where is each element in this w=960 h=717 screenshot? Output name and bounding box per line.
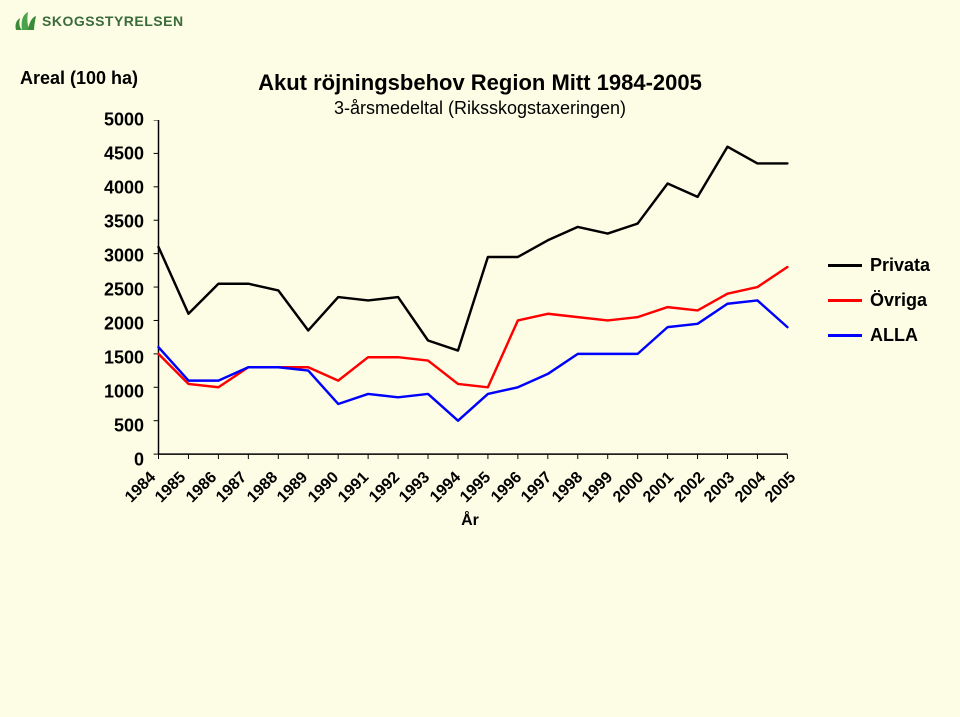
x-tick: 2002 bbox=[671, 469, 709, 507]
legend-item: Övriga bbox=[828, 290, 930, 311]
x-tick: 2005 bbox=[762, 469, 800, 507]
x-tick: 1993 bbox=[396, 469, 434, 507]
x-tick: 2000 bbox=[610, 469, 648, 507]
legend-label: ALLA bbox=[870, 325, 918, 346]
y-tick: 2000 bbox=[94, 314, 144, 335]
y-tick: 3000 bbox=[94, 246, 144, 267]
legend-swatch bbox=[828, 264, 862, 267]
x-tick: 1988 bbox=[244, 469, 282, 507]
y-ticks: 0500100015002000250030003500400045005000 bbox=[100, 120, 150, 460]
x-tick: 1992 bbox=[366, 469, 404, 507]
x-tick: 1994 bbox=[427, 469, 465, 507]
y-tick: 5000 bbox=[94, 110, 144, 131]
x-tick: 1986 bbox=[183, 469, 221, 507]
x-tick: 1990 bbox=[305, 469, 343, 507]
x-axis-label: År bbox=[150, 512, 790, 530]
legend-item: Privata bbox=[828, 255, 930, 276]
brand-name: SKOGSSTYRELSEN bbox=[42, 13, 184, 29]
y-tick: 1000 bbox=[94, 382, 144, 403]
y-tick: 4500 bbox=[94, 144, 144, 165]
x-tick: 1989 bbox=[274, 469, 312, 507]
brand-logo: SKOGSSTYRELSEN bbox=[12, 8, 184, 34]
x-tick: 2001 bbox=[640, 469, 678, 507]
y-tick: 1500 bbox=[94, 348, 144, 369]
y-tick: 500 bbox=[94, 416, 144, 437]
legend-swatch bbox=[828, 334, 862, 337]
legend-item: ALLA bbox=[828, 325, 930, 346]
y-tick: 4000 bbox=[94, 178, 144, 199]
x-tick: 1987 bbox=[213, 469, 251, 507]
plot-svg bbox=[150, 120, 790, 460]
x-tick: 1997 bbox=[518, 469, 556, 507]
chart-title: Akut röjningsbehov Region Mitt 1984-2005… bbox=[20, 70, 940, 119]
y-tick: 3500 bbox=[94, 212, 144, 233]
plot-area bbox=[150, 120, 790, 460]
legend-label: Övriga bbox=[870, 290, 927, 311]
chart-subtitle: 3-årsmedeltal (Riksskogstaxeringen) bbox=[20, 98, 940, 119]
x-tick: 1991 bbox=[335, 469, 373, 507]
y-tick: 2500 bbox=[94, 280, 144, 301]
x-tick: 1999 bbox=[579, 469, 617, 507]
x-tick: 1996 bbox=[488, 469, 526, 507]
y-tick: 0 bbox=[94, 450, 144, 471]
legend-label: Privata bbox=[870, 255, 930, 276]
skogsstyrelsen-icon bbox=[12, 8, 38, 34]
chart-title-main: Akut röjningsbehov Region Mitt 1984-2005 bbox=[20, 70, 940, 96]
x-tick: 1995 bbox=[457, 469, 495, 507]
x-tick: 1984 bbox=[122, 469, 160, 507]
slide: { "logo": { "text": "SKOGSSTYRELSEN" }, … bbox=[0, 0, 960, 717]
legend-swatch bbox=[828, 299, 862, 302]
legend: Privata Övriga ALLA bbox=[828, 255, 930, 360]
x-tick: 1985 bbox=[152, 469, 190, 507]
x-tick: 2003 bbox=[701, 469, 739, 507]
x-tick: 2004 bbox=[732, 469, 770, 507]
x-tick: 1998 bbox=[549, 469, 587, 507]
chart: Areal (100 ha) Akut röjningsbehov Region… bbox=[20, 80, 940, 510]
